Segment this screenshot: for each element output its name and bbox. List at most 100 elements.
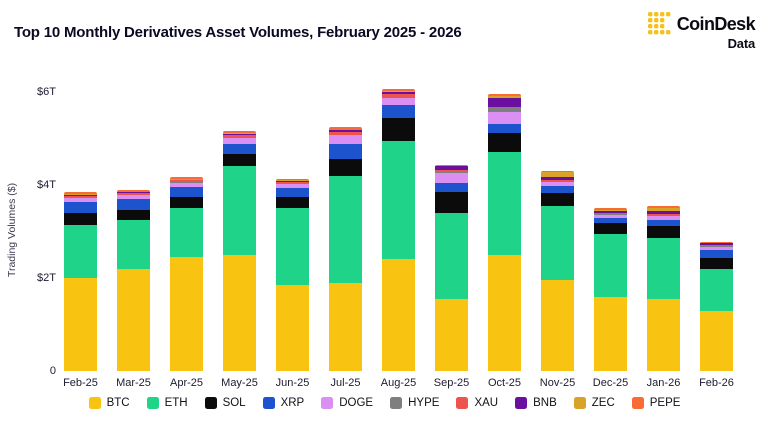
bar-segment-zec[interactable]: [488, 96, 521, 99]
bar-segment-doge[interactable]: [223, 138, 256, 144]
bar-segment-sol[interactable]: [700, 258, 733, 269]
bar-segment-sol[interactable]: [594, 222, 627, 234]
bar-segment-pepe[interactable]: [541, 170, 574, 172]
bar-segment-eth[interactable]: [170, 208, 203, 258]
bar-segment-xau[interactable]: [223, 135, 256, 138]
bar-segment-xau[interactable]: [117, 192, 150, 195]
bar-segment-sol[interactable]: [223, 153, 256, 167]
bar-segment-pepe[interactable]: [594, 208, 627, 210]
bar-segment-xau[interactable]: [488, 107, 521, 109]
bar-segment-btc[interactable]: [276, 285, 309, 371]
bar-segment-xrp[interactable]: [329, 144, 362, 159]
bar-segment-pepe[interactable]: [117, 189, 150, 192]
bar-segment-hype[interactable]: [329, 134, 362, 136]
bar-segment-eth[interactable]: [382, 140, 415, 260]
bar-segment-btc[interactable]: [117, 268, 150, 371]
bar-segment-doge[interactable]: [594, 214, 627, 218]
legend-item-eth[interactable]: ETH: [146, 397, 188, 409]
bar-segment-doge[interactable]: [435, 172, 468, 184]
bar-segment-eth[interactable]: [594, 233, 627, 297]
legend-item-hype[interactable]: HYPE: [390, 397, 439, 409]
bar-segment-btc[interactable]: [170, 257, 203, 371]
bar-segment-xrp[interactable]: [594, 217, 627, 223]
bar-segment-btc[interactable]: [64, 278, 97, 371]
bar-segment-sol[interactable]: [488, 132, 521, 153]
bar-segment-xrp[interactable]: [488, 123, 521, 133]
bar-segment-xau[interactable]: [382, 94, 415, 98]
bar-segment-pepe[interactable]: [435, 164, 468, 166]
legend-item-pepe[interactable]: PEPE: [631, 397, 680, 409]
legend-item-bnb[interactable]: BNB: [515, 397, 557, 409]
bar-segment-hype[interactable]: [276, 183, 309, 185]
bar-segment-eth[interactable]: [541, 205, 574, 281]
bar-segment-sol[interactable]: [435, 192, 468, 213]
bar-segment-pepe[interactable]: [488, 94, 521, 97]
bar-segment-doge[interactable]: [382, 97, 415, 105]
bar-segment-pepe[interactable]: [170, 177, 203, 179]
bar-segment-btc[interactable]: [329, 282, 362, 371]
bar-segment-hype[interactable]: [382, 97, 415, 98]
bar-segment-btc[interactable]: [488, 254, 521, 371]
bar-segment-bnb[interactable]: [541, 176, 574, 180]
bar-segment-sol[interactable]: [64, 212, 97, 225]
bar-segment-xrp[interactable]: [647, 219, 680, 227]
bar-segment-hype[interactable]: [170, 182, 203, 183]
bar-segment-pepe[interactable]: [329, 127, 362, 130]
bar-segment-bnb[interactable]: [700, 243, 733, 245]
bar-segment-zec[interactable]: [435, 165, 468, 167]
bar-segment-pepe[interactable]: [647, 205, 680, 208]
bar-segment-zec[interactable]: [594, 209, 627, 212]
bar-segment-xrp[interactable]: [435, 183, 468, 193]
bar-segment-doge[interactable]: [541, 181, 574, 186]
bar-segment-sol[interactable]: [382, 117, 415, 141]
bar-segment-bnb[interactable]: [594, 211, 627, 213]
bar-segment-eth[interactable]: [647, 238, 680, 299]
bar-segment-zec[interactable]: [700, 242, 733, 244]
legend-item-btc[interactable]: BTC: [88, 397, 130, 409]
bar-segment-bnb[interactable]: [64, 194, 97, 196]
bar-segment-zec[interactable]: [647, 207, 680, 212]
bar-segment-xrp[interactable]: [276, 188, 309, 197]
bar-segment-xrp[interactable]: [541, 185, 574, 194]
bar-segment-hype[interactable]: [435, 171, 468, 173]
bar-segment-bnb[interactable]: [223, 133, 256, 136]
bar-segment-eth[interactable]: [329, 175, 362, 283]
bar-segment-hype[interactable]: [594, 213, 627, 215]
bar-segment-xau[interactable]: [700, 244, 733, 247]
bar-segment-btc[interactable]: [647, 298, 680, 371]
bar-segment-doge[interactable]: [329, 135, 362, 145]
bar-segment-hype[interactable]: [223, 137, 256, 139]
bar-segment-bnb[interactable]: [435, 166, 468, 170]
bar-segment-eth[interactable]: [64, 224, 97, 279]
bar-segment-hype[interactable]: [64, 197, 97, 199]
bar-segment-zec[interactable]: [329, 129, 362, 131]
bar-segment-eth[interactable]: [488, 152, 521, 255]
legend-item-xrp[interactable]: XRP: [262, 397, 304, 409]
bar-segment-pepe[interactable]: [382, 88, 415, 91]
bar-segment-bnb[interactable]: [170, 179, 203, 181]
bar-segment-sol[interactable]: [276, 196, 309, 209]
bar-segment-doge[interactable]: [700, 246, 733, 251]
bar-segment-zec[interactable]: [117, 191, 150, 193]
bar-segment-hype[interactable]: [117, 194, 150, 196]
bar-segment-hype[interactable]: [488, 108, 521, 113]
bar-segment-eth[interactable]: [700, 268, 733, 311]
bar-segment-doge[interactable]: [488, 112, 521, 124]
bar-segment-sol[interactable]: [117, 209, 150, 221]
bar-segment-bnb[interactable]: [329, 130, 362, 133]
bar-segment-sol[interactable]: [647, 226, 680, 239]
bar-segment-hype[interactable]: [700, 246, 733, 247]
bar-segment-eth[interactable]: [435, 212, 468, 299]
bar-segment-bnb[interactable]: [647, 211, 680, 214]
bar-segment-doge[interactable]: [64, 198, 97, 203]
bar-segment-xau[interactable]: [276, 181, 309, 184]
bar-segment-btc[interactable]: [594, 296, 627, 371]
bar-segment-xau[interactable]: [329, 132, 362, 135]
legend-item-doge[interactable]: DOGE: [321, 397, 373, 409]
bar-segment-sol[interactable]: [329, 158, 362, 176]
bar-segment-bnb[interactable]: [117, 192, 150, 193]
bar-segment-btc[interactable]: [382, 259, 415, 371]
bar-segment-doge[interactable]: [647, 215, 680, 220]
bar-segment-doge[interactable]: [117, 195, 150, 199]
bar-segment-eth[interactable]: [276, 208, 309, 286]
